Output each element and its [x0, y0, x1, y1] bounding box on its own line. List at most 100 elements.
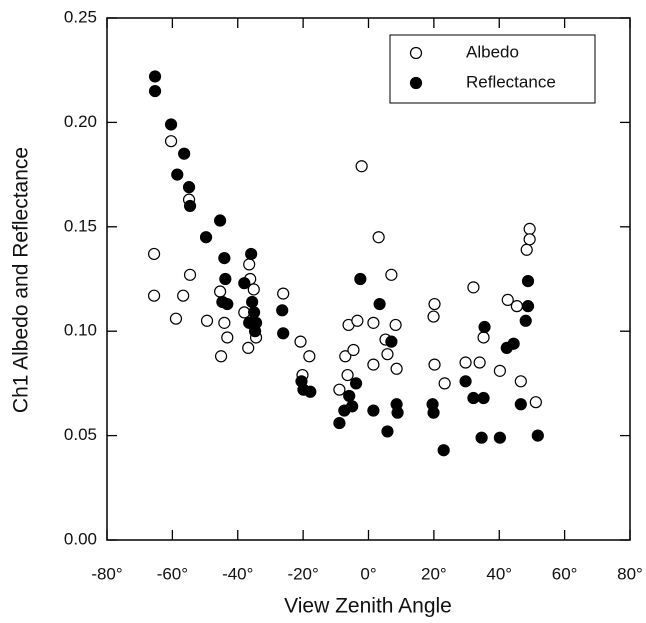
point [523, 222, 536, 235]
point [385, 335, 398, 348]
point [277, 327, 290, 340]
point [221, 297, 234, 311]
point [477, 331, 490, 344]
point [242, 341, 255, 355]
point [294, 335, 307, 348]
point [467, 281, 480, 294]
x-tick-label: -60° [157, 564, 188, 583]
point [183, 268, 197, 281]
point [276, 304, 289, 317]
point [381, 348, 394, 361]
point [248, 325, 262, 338]
x-axis-title: View Zenith Angle [284, 595, 452, 618]
point [164, 118, 178, 131]
point [493, 431, 507, 444]
legend-marker [409, 46, 423, 60]
point [178, 147, 191, 160]
point [219, 272, 232, 286]
point [519, 314, 532, 327]
point [304, 385, 317, 398]
point [521, 274, 535, 288]
point [246, 295, 259, 309]
point [346, 400, 359, 413]
legend-label: Albedo [466, 42, 519, 61]
x-tick-label: 0° [360, 564, 376, 583]
point [347, 343, 360, 357]
point [437, 444, 450, 457]
point [390, 362, 403, 375]
point [147, 289, 161, 302]
point [478, 320, 491, 334]
y-tick-label: 0.00 [64, 529, 97, 548]
point [183, 199, 197, 213]
point [213, 285, 227, 298]
point [477, 391, 490, 405]
point [341, 368, 354, 382]
x-tick-label: -20° [287, 564, 318, 583]
point [354, 272, 367, 286]
point [523, 233, 536, 246]
y-axis-title: Ch1 Albedo and Reflectance [10, 147, 33, 413]
point [473, 356, 486, 369]
y-tick-label: 0.10 [64, 321, 97, 340]
legend-marker [409, 76, 423, 90]
point [218, 316, 231, 329]
point [385, 268, 398, 281]
point [427, 310, 440, 323]
point [427, 406, 440, 419]
point [164, 135, 178, 148]
y-tick-label: 0.05 [64, 425, 97, 444]
point [521, 300, 535, 313]
point [147, 247, 161, 261]
point [148, 70, 162, 83]
point [510, 300, 524, 313]
point [177, 289, 190, 302]
point [459, 375, 472, 388]
y-tick-label: 0.25 [64, 7, 97, 26]
point [428, 297, 441, 311]
point [373, 297, 386, 311]
point [514, 398, 527, 411]
x-tick-label: 20° [421, 564, 447, 583]
x-tick-label: 60° [552, 564, 578, 583]
point [381, 425, 394, 438]
legend-box [389, 34, 596, 104]
point [514, 375, 527, 388]
point [200, 314, 214, 327]
point [148, 84, 162, 98]
point [238, 277, 251, 290]
x-tick-label: -80° [91, 564, 122, 583]
point [213, 214, 227, 227]
point [520, 243, 533, 256]
point [372, 231, 385, 244]
point [171, 168, 184, 181]
point [214, 350, 228, 363]
point [247, 306, 261, 319]
point [501, 293, 514, 306]
point [507, 337, 520, 350]
x-tick-label: -40° [222, 564, 253, 583]
point [199, 231, 213, 244]
point [355, 160, 368, 173]
legend-label: Reflectance [466, 72, 556, 91]
point [389, 318, 402, 332]
point [428, 358, 441, 371]
point [247, 283, 260, 296]
point [169, 312, 183, 325]
point [438, 377, 451, 390]
point [221, 331, 234, 344]
point [367, 358, 380, 371]
point [243, 258, 256, 271]
point [467, 391, 480, 405]
point [367, 316, 380, 329]
point [182, 181, 196, 194]
point [351, 314, 364, 327]
point [245, 247, 258, 261]
point [459, 356, 472, 369]
point [529, 396, 542, 409]
y-tick-label: 0.15 [64, 216, 97, 235]
point [343, 389, 356, 403]
point [391, 406, 404, 419]
